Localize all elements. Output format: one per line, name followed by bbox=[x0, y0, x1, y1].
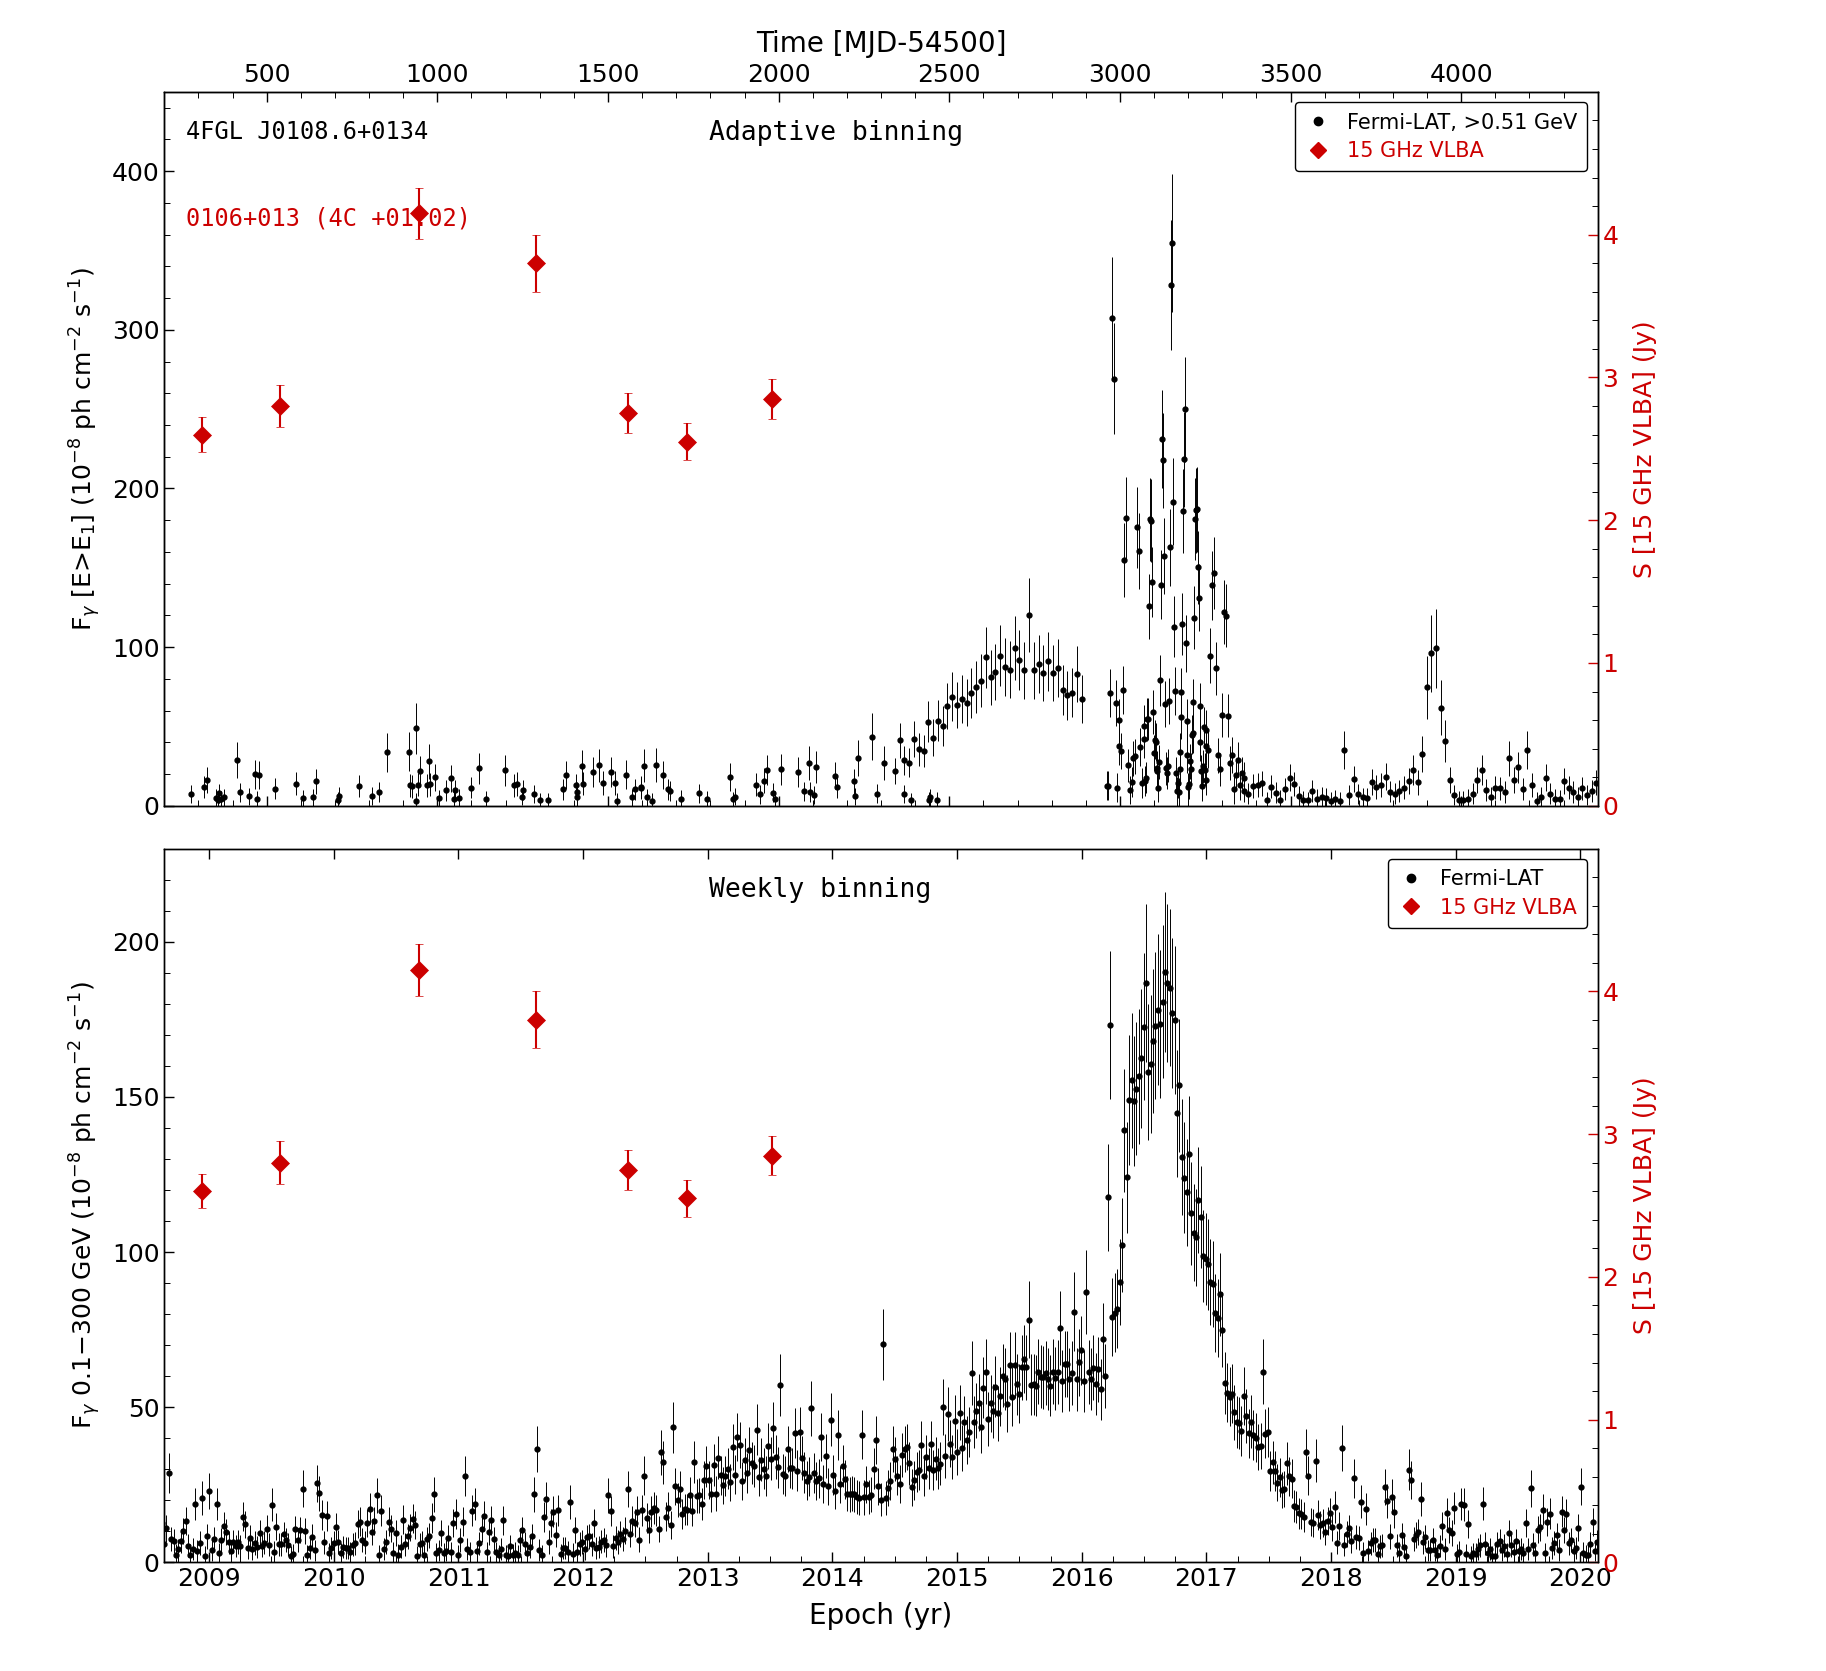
Y-axis label: F$_\gamma$ [E>E$_1$] (10$^{-8}$ ph cm$^{-2}$ s$^{-1}$): F$_\gamma$ [E>E$_1$] (10$^{-8}$ ph cm$^{… bbox=[68, 267, 104, 630]
Y-axis label: F$_\gamma$ 0.1$-$300 GeV (10$^{-8}$ ph cm$^{-2}$ s$^{-1}$): F$_\gamma$ 0.1$-$300 GeV (10$^{-8}$ ph c… bbox=[68, 981, 104, 1429]
Legend: Fermi-LAT, >0.51 GeV, 15 GHz VLBA: Fermi-LAT, >0.51 GeV, 15 GHz VLBA bbox=[1295, 102, 1587, 172]
Y-axis label: S [15 GHz VLBA] (Jy): S [15 GHz VLBA] (Jy) bbox=[1632, 1076, 1656, 1333]
Text: Weekly binning: Weekly binning bbox=[708, 877, 931, 902]
Y-axis label: S [15 GHz VLBA] (Jy): S [15 GHz VLBA] (Jy) bbox=[1632, 321, 1656, 578]
X-axis label: Time [MJD-54500]: Time [MJD-54500] bbox=[756, 30, 1006, 58]
Text: 0106+013 (4C +01.02): 0106+013 (4C +01.02) bbox=[186, 206, 471, 231]
Legend: Fermi-LAT, 15 GHz VLBA: Fermi-LAT, 15 GHz VLBA bbox=[1388, 859, 1587, 927]
Text: Adaptive binning: Adaptive binning bbox=[708, 120, 962, 147]
X-axis label: Epoch (yr): Epoch (yr) bbox=[809, 1602, 953, 1631]
Text: 4FGL J0108.6+0134: 4FGL J0108.6+0134 bbox=[186, 120, 427, 144]
